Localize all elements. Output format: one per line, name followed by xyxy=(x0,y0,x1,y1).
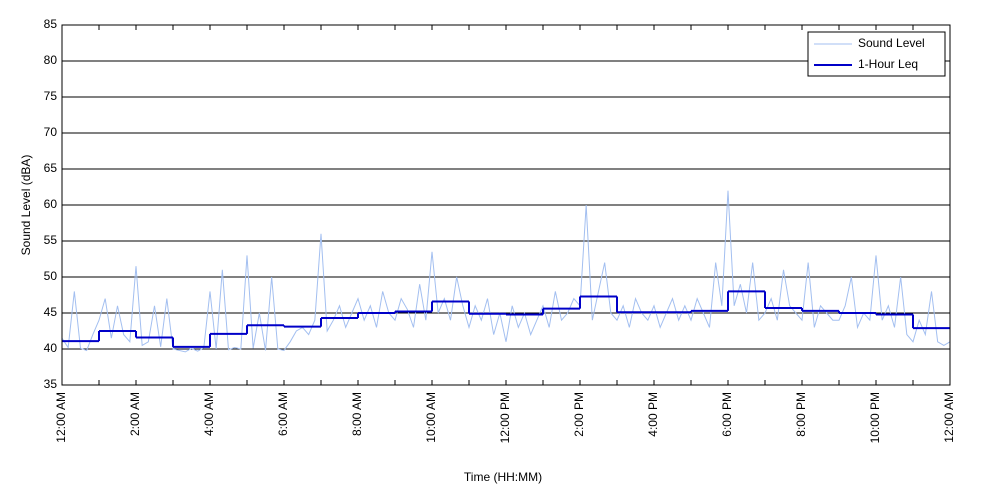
x-tick-label: 8:00 PM xyxy=(794,392,808,437)
x-tick-label: 10:00 AM xyxy=(424,392,438,443)
x-tick-label: 8:00 AM xyxy=(350,392,364,436)
x-tick-label: 12:00 AM xyxy=(54,392,68,443)
y-axis-label: Sound Level (dBA) xyxy=(19,155,33,256)
x-tick-label: 6:00 AM xyxy=(276,392,290,436)
y-tick-label: 70 xyxy=(44,125,58,139)
legend-label: 1-Hour Leq xyxy=(858,57,918,71)
x-tick-label: 2:00 PM xyxy=(572,392,586,437)
x-tick-label: 4:00 PM xyxy=(646,392,660,437)
y-tick-label: 65 xyxy=(44,161,58,175)
x-tick-label: 12:00 PM xyxy=(498,392,512,443)
x-tick-label: 6:00 PM xyxy=(720,392,734,437)
x-tick-label: 12:00 AM xyxy=(942,392,956,443)
y-tick-label: 55 xyxy=(44,233,58,247)
x-axis-label: Time (HH:MM) xyxy=(464,470,542,484)
sound-level-line xyxy=(61,190,951,353)
y-tick-label: 75 xyxy=(44,89,58,103)
y-tick-label: 85 xyxy=(44,17,58,31)
y-tick-label: 80 xyxy=(44,53,58,67)
plot-frame xyxy=(61,24,951,386)
y-tick-label: 50 xyxy=(44,269,58,283)
legend-box xyxy=(807,31,946,77)
x-tick-label: 2:00 AM xyxy=(128,392,142,436)
y-tick-label: 35 xyxy=(44,377,58,391)
x-tick-label: 4:00 AM xyxy=(202,392,216,436)
y-tick-label: 45 xyxy=(44,305,58,319)
y-tick-label: 60 xyxy=(44,197,58,211)
x-tick-label: 10:00 PM xyxy=(868,392,882,443)
y-tick-label: 40 xyxy=(44,341,58,355)
legend-label: Sound Level xyxy=(858,36,925,50)
